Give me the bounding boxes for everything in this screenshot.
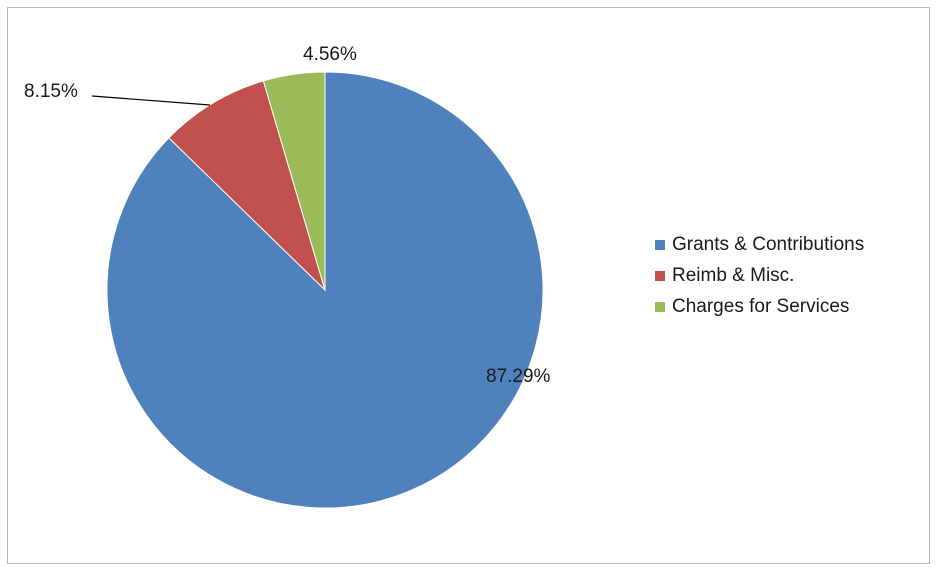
legend-swatch-charges <box>655 301 665 312</box>
legend-label-grants: Grants & Contributions <box>672 233 865 255</box>
legend-label-reimb: Reimb & Misc. <box>672 264 795 286</box>
legend-item-grants: Grants & Contributions <box>655 229 864 260</box>
legend-item-reimb: Reimb & Misc. <box>655 260 864 291</box>
legend-item-charges: Charges for Services <box>655 291 864 322</box>
legend-swatch-reimb <box>655 270 665 281</box>
legend-label-charges: Charges for Services <box>672 295 850 317</box>
data-label-reimb: 8.15% <box>24 81 78 102</box>
legend-swatch-grants <box>655 239 665 250</box>
leader-line-reimb <box>91 95 211 106</box>
chart-legend: Grants & Contributions Reimb & Misc. Cha… <box>655 229 864 322</box>
data-label-grants: 87.29% <box>486 366 551 387</box>
pie-slice-charges <box>262 71 326 291</box>
data-label-charges: 4.56% <box>303 44 357 65</box>
pie-slice-reimb <box>168 80 327 292</box>
